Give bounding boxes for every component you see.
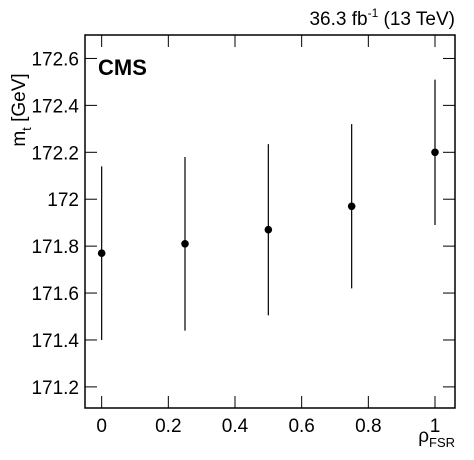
x-tick-label: 0.6 bbox=[288, 416, 314, 437]
y-tick-label: 172.6 bbox=[31, 49, 79, 70]
data-point bbox=[181, 239, 189, 248]
y-tick-label: 171.6 bbox=[31, 284, 79, 305]
lumi-main: 36.3 fb bbox=[309, 9, 367, 30]
y-label-rest: [GeV] bbox=[9, 73, 30, 127]
chart-title: CMS bbox=[98, 55, 147, 80]
data-point bbox=[264, 225, 273, 234]
y-tick-label: 171.8 bbox=[31, 237, 79, 258]
lumi-rest: (13 TeV) bbox=[378, 9, 455, 30]
x-tick-label: 0.4 bbox=[222, 416, 249, 437]
y-label-sub: t bbox=[19, 127, 34, 131]
x-tick-label: 0.2 bbox=[155, 416, 181, 437]
x-axis-label: ρFSR bbox=[418, 426, 455, 450]
x-label-main: ρ bbox=[418, 426, 429, 447]
y-tick-label: 171.2 bbox=[31, 378, 79, 399]
y-label-main: m bbox=[9, 131, 30, 147]
y-tick-label: 172.4 bbox=[31, 96, 79, 117]
y-tick-label: 171.4 bbox=[31, 331, 79, 352]
x-tick-label: 0.8 bbox=[355, 416, 381, 437]
lumi-sup: -1 bbox=[368, 6, 379, 20]
data-point bbox=[347, 202, 356, 211]
data-point bbox=[97, 249, 106, 257]
y-tick-label: 172.2 bbox=[31, 143, 79, 164]
data-point bbox=[431, 148, 439, 157]
y-tick-label: 172 bbox=[47, 190, 79, 211]
lumi-label: 36.3 fb-1 (13 TeV) bbox=[309, 6, 455, 30]
x-tick-label: 0 bbox=[96, 416, 107, 437]
y-axis-label: mt [GeV] bbox=[9, 73, 34, 146]
x-label-sub: FSR bbox=[429, 435, 455, 450]
plot-frame bbox=[84, 34, 456, 409]
x-tick-label: 1 bbox=[430, 416, 441, 437]
